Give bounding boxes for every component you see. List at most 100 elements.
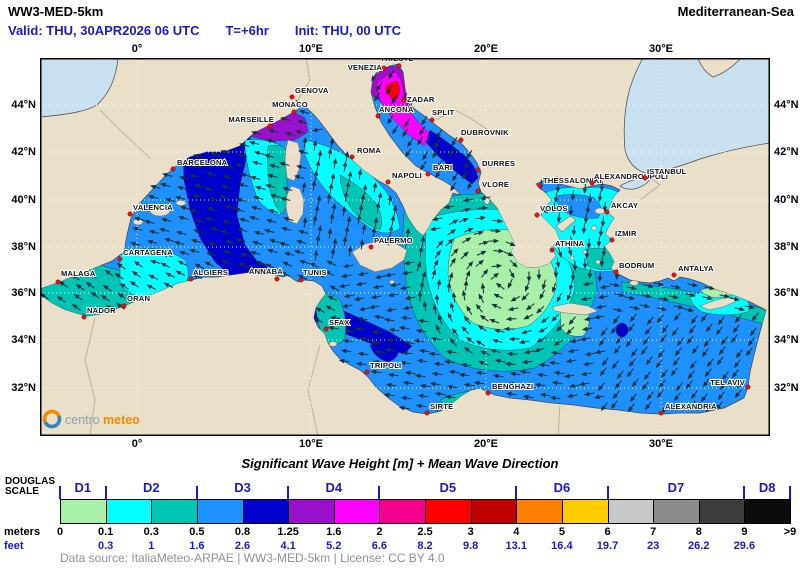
wave-arrow (463, 279, 469, 291)
wave-arrow (332, 237, 338, 249)
wave-arrow (668, 294, 680, 300)
wave-arrow (690, 315, 698, 325)
city-label: TRIESTE (380, 58, 413, 63)
wave-arrow (404, 118, 411, 128)
wave-arrow (582, 183, 588, 195)
wave-arrow (703, 338, 711, 348)
wave-arrow (317, 224, 323, 236)
wave-arrow (147, 239, 158, 245)
wave-arrow (236, 197, 247, 203)
city-dot (671, 272, 677, 278)
wave-arrow (389, 282, 401, 288)
wave-arrow (490, 383, 502, 389)
wave-arrow (449, 302, 455, 313)
wave-arrow (208, 161, 219, 167)
wave-arrow (391, 95, 398, 105)
lat-label-left: 42°N (11, 146, 36, 158)
attribution-text: Data source: ItaliaMeteo-ARPAE | WW3-MED… (60, 551, 445, 565)
wave-arrow (375, 201, 381, 213)
wave-arrow (508, 268, 515, 279)
meters-tick-label: 0 (56, 526, 64, 538)
wave-arrow (176, 230, 187, 236)
wave-arrow (475, 215, 487, 221)
wave-arrow (689, 360, 697, 370)
lon-label-top: 20°E (474, 43, 498, 55)
city-dot (81, 314, 87, 320)
city-dot (274, 276, 280, 282)
feet-tick-label: 9.8 (462, 540, 479, 552)
city-dot (485, 390, 491, 396)
feet-tick-label: 0.3 (97, 540, 114, 552)
wave-arrow (465, 336, 475, 344)
wave-arrow (445, 349, 457, 355)
wave-arrow (340, 348, 352, 354)
wave-arrow (733, 359, 741, 369)
wave-arrow (296, 164, 307, 170)
city-dot (458, 137, 464, 143)
wave-arrow (279, 161, 290, 167)
wave-arrow (676, 337, 684, 347)
wave-arrow (299, 109, 310, 115)
wave-arrow (450, 248, 459, 257)
wave-arrow (548, 360, 560, 366)
wave-arrow (687, 370, 695, 380)
wave-arrow (611, 360, 619, 370)
lead-time: T=+6hr (225, 23, 269, 38)
wave-arrow (165, 197, 176, 203)
wave-arrow (566, 290, 572, 301)
wave-arrow (372, 359, 384, 365)
wave-arrow (600, 216, 606, 228)
wave-arrow (208, 241, 219, 247)
wave-arrow (460, 207, 471, 213)
lat-label-left: 38°N (11, 241, 36, 253)
meters-tick-label: 2 (376, 526, 383, 538)
wave-arrow (235, 162, 246, 168)
wave-arrow (327, 295, 338, 301)
wave-arrow (192, 193, 203, 199)
wave-arrow (392, 125, 399, 135)
wave-arrow (475, 303, 483, 313)
city-dot (609, 237, 615, 243)
wave-arrow (447, 312, 453, 323)
wave-arrow (355, 361, 367, 367)
city-label: MONACO (272, 100, 308, 109)
wave-arrow (284, 251, 295, 257)
map-border (40, 58, 770, 436)
scale-cell (561, 499, 609, 524)
city-dot (117, 256, 123, 262)
wave-arrow (715, 326, 723, 336)
wave-arrow (717, 391, 725, 401)
wave-arrow (550, 350, 562, 356)
wave-arrow (467, 180, 474, 190)
wave-arrow (601, 246, 607, 258)
city-label: ISTANBUL (647, 167, 687, 176)
scale-cell (698, 499, 746, 524)
wave-arrow (223, 249, 234, 255)
wave-arrow (706, 358, 714, 368)
wave-arrow (298, 149, 309, 155)
city-label: ANTALYA (678, 264, 714, 273)
wave-arrow (506, 351, 518, 357)
city-label: ORAN (127, 294, 150, 303)
wave-arrow (477, 205, 489, 211)
wave-arrow (685, 292, 697, 298)
logo-word-centro: centro (65, 413, 100, 427)
wave-arrow (344, 225, 350, 237)
wave-arrow (332, 157, 338, 169)
scale-cell (242, 499, 290, 524)
wave-arrow (646, 391, 654, 401)
city-label: CARTAGENA (123, 248, 173, 257)
wave-arrow (159, 227, 170, 233)
wave-arrow (434, 249, 441, 259)
wave-arrow (641, 293, 653, 299)
wave-arrow (329, 315, 341, 321)
city-label: SPLIT (432, 108, 455, 117)
wave-arrow (403, 340, 415, 346)
wave-arrow (595, 304, 607, 310)
wave-arrow (250, 175, 261, 181)
wave-arrow (331, 202, 337, 214)
scale-cell (151, 499, 198, 524)
wave-arrow (462, 197, 474, 203)
wave-arrow (389, 105, 396, 115)
